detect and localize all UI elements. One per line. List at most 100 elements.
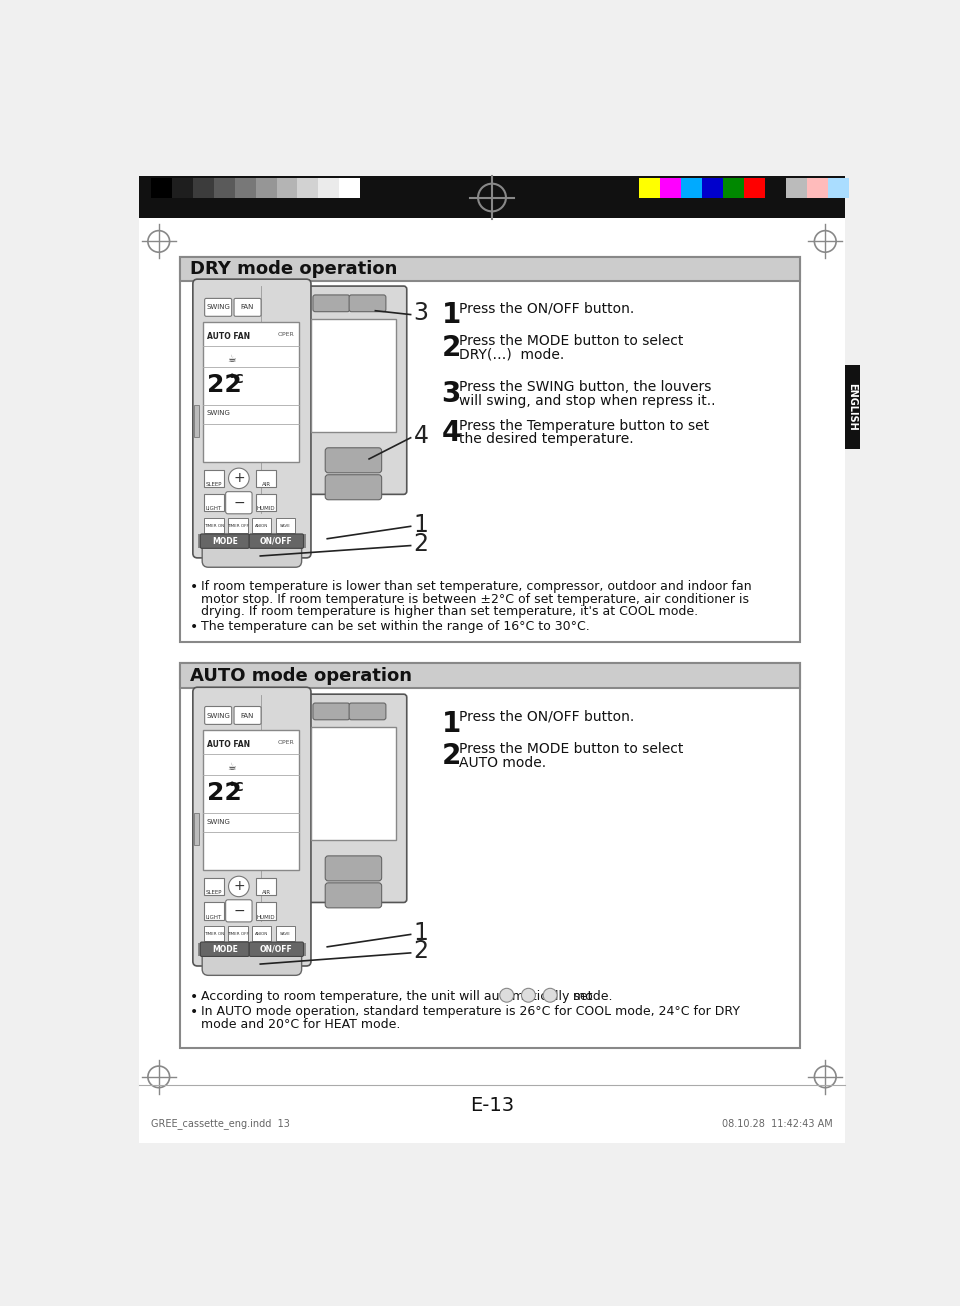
Bar — [311, 727, 396, 840]
Text: will swing, and stop when repress it..: will swing, and stop when repress it.. — [459, 394, 715, 407]
FancyBboxPatch shape — [349, 703, 386, 720]
Bar — [151, 178, 172, 199]
Text: 4: 4 — [414, 424, 429, 448]
Bar — [228, 518, 248, 533]
Bar — [681, 178, 702, 199]
FancyBboxPatch shape — [193, 279, 311, 558]
FancyBboxPatch shape — [313, 295, 349, 312]
Text: TIMER OFF: TIMER OFF — [227, 524, 249, 528]
Text: SWING: SWING — [206, 410, 230, 417]
Text: SWING: SWING — [206, 304, 230, 311]
Text: HUMID: HUMID — [256, 507, 276, 512]
Bar — [203, 321, 299, 461]
Text: Press the SWING button, the louvers: Press the SWING button, the louvers — [459, 380, 711, 394]
FancyBboxPatch shape — [193, 687, 311, 966]
Bar — [228, 926, 248, 942]
Text: AIR: AIR — [261, 891, 271, 896]
Text: HUMID: HUMID — [256, 914, 276, 919]
Text: •: • — [190, 580, 198, 594]
Text: ENGLISH: ENGLISH — [848, 383, 857, 431]
Text: 2: 2 — [414, 939, 429, 964]
Bar — [252, 926, 272, 942]
Text: •: • — [190, 620, 198, 635]
FancyBboxPatch shape — [201, 534, 249, 549]
Bar — [204, 518, 224, 533]
Text: 22: 22 — [206, 372, 242, 397]
Text: AUTO FAN: AUTO FAN — [206, 332, 250, 341]
Text: Press the MODE button to select: Press the MODE button to select — [459, 742, 684, 756]
Text: the desired temperature.: the desired temperature. — [459, 432, 634, 447]
Bar — [806, 178, 828, 199]
Text: 1: 1 — [414, 513, 428, 537]
Bar — [180, 257, 801, 282]
Text: OPER: OPER — [278, 332, 295, 337]
Text: −: − — [233, 904, 245, 918]
Text: SAVE: SAVE — [280, 524, 291, 528]
Text: Press the Temperature button to set: Press the Temperature button to set — [459, 418, 708, 432]
Text: TIMER ON: TIMER ON — [204, 931, 224, 935]
Bar — [180, 663, 801, 1049]
Text: DRY mode operation: DRY mode operation — [190, 260, 397, 278]
Bar — [339, 178, 360, 199]
Text: 2: 2 — [442, 334, 461, 362]
Bar — [204, 470, 224, 487]
Text: Press the MODE button to select: Press the MODE button to select — [459, 334, 684, 347]
Bar — [256, 878, 276, 896]
Bar — [845, 364, 860, 449]
FancyBboxPatch shape — [325, 855, 382, 882]
Text: 2: 2 — [442, 742, 461, 771]
Bar — [785, 178, 806, 199]
Text: GREE_cassette_eng.indd  13: GREE_cassette_eng.indd 13 — [151, 1118, 290, 1130]
Text: AUTO FAN: AUTO FAN — [206, 741, 250, 750]
Bar — [194, 405, 199, 438]
Bar — [204, 902, 224, 919]
Text: In AUTO mode operation, standard temperature is 26°C for COOL mode, 24°C for DRY: In AUTO mode operation, standard tempera… — [201, 1006, 739, 1019]
Bar — [765, 178, 785, 199]
Text: AIR: AIR — [261, 482, 271, 487]
FancyBboxPatch shape — [226, 491, 252, 513]
Text: FAN: FAN — [241, 304, 254, 311]
FancyBboxPatch shape — [204, 298, 231, 316]
FancyBboxPatch shape — [325, 474, 382, 500]
FancyBboxPatch shape — [234, 298, 261, 316]
Text: DRY(…)  mode.: DRY(…) mode. — [459, 347, 564, 362]
Bar — [180, 663, 801, 688]
Bar — [723, 178, 744, 199]
Bar — [139, 176, 845, 218]
Text: LIGHT: LIGHT — [205, 507, 222, 512]
Bar — [198, 943, 306, 956]
Text: SLEEP: SLEEP — [205, 891, 222, 896]
Bar — [702, 178, 723, 199]
Circle shape — [228, 468, 250, 488]
Bar — [660, 178, 681, 199]
Text: 3: 3 — [442, 380, 461, 407]
Text: °C: °C — [228, 372, 244, 385]
Text: TIMER OFF: TIMER OFF — [227, 931, 249, 935]
FancyBboxPatch shape — [300, 695, 407, 902]
Bar — [298, 178, 319, 199]
Text: OPER: OPER — [278, 741, 295, 746]
Bar — [198, 534, 306, 549]
Text: 1: 1 — [414, 921, 428, 944]
Bar — [203, 730, 299, 870]
Bar — [214, 178, 234, 199]
Circle shape — [500, 989, 514, 1002]
Text: ON/OFF: ON/OFF — [260, 944, 293, 953]
Bar — [255, 178, 276, 199]
Text: 08.10.28  11:42:43 AM: 08.10.28 11:42:43 AM — [722, 1119, 833, 1128]
FancyBboxPatch shape — [325, 883, 382, 908]
Bar — [193, 178, 214, 199]
Text: 2: 2 — [414, 532, 429, 556]
Text: ON/OFF: ON/OFF — [260, 537, 293, 546]
Bar — [180, 257, 801, 641]
Text: MODE: MODE — [212, 944, 238, 953]
Text: FAN: FAN — [241, 713, 254, 718]
FancyBboxPatch shape — [250, 942, 303, 956]
Text: mode and 20°C for HEAT mode.: mode and 20°C for HEAT mode. — [201, 1017, 400, 1030]
FancyBboxPatch shape — [349, 295, 386, 312]
Bar — [744, 178, 765, 199]
Text: Press the ON/OFF button.: Press the ON/OFF button. — [459, 302, 634, 316]
Text: •: • — [190, 990, 198, 1004]
Text: SAVE: SAVE — [280, 931, 291, 935]
Text: AUTO mode operation: AUTO mode operation — [190, 666, 412, 684]
